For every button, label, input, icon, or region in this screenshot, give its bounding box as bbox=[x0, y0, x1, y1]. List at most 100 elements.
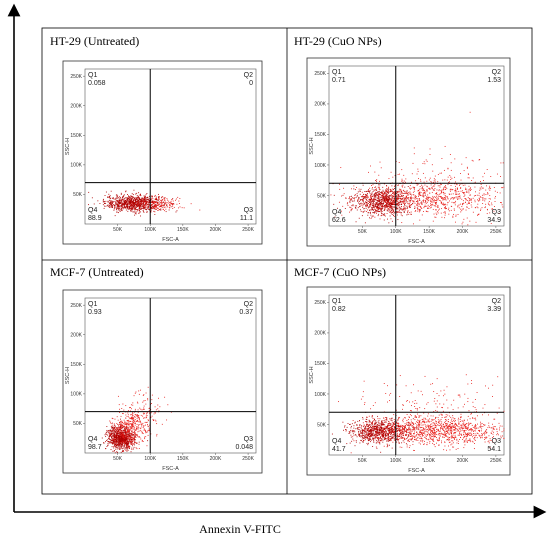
data-point bbox=[442, 198, 444, 200]
data-point bbox=[435, 209, 437, 211]
data-point bbox=[121, 440, 123, 442]
data-point bbox=[392, 192, 394, 194]
data-point bbox=[388, 427, 390, 429]
data-point bbox=[131, 198, 133, 200]
data-point bbox=[459, 183, 461, 185]
data-point bbox=[136, 205, 137, 207]
data-point bbox=[461, 198, 463, 200]
data-point bbox=[384, 209, 385, 211]
data-point bbox=[157, 408, 159, 410]
data-point bbox=[130, 442, 132, 444]
data-point bbox=[460, 208, 462, 210]
data-point bbox=[126, 203, 128, 205]
data-point bbox=[122, 442, 124, 444]
data-point bbox=[375, 422, 377, 424]
data-point bbox=[436, 192, 438, 194]
data-point bbox=[465, 157, 467, 159]
data-point bbox=[413, 424, 415, 425]
data-point bbox=[381, 208, 383, 210]
data-point bbox=[128, 446, 130, 448]
data-point bbox=[423, 196, 425, 198]
data-point bbox=[480, 196, 482, 198]
plot-area bbox=[84, 297, 257, 454]
data-point bbox=[449, 194, 451, 195]
data-point bbox=[145, 211, 147, 213]
data-point bbox=[376, 180, 377, 182]
data-point bbox=[478, 200, 480, 202]
data-point bbox=[369, 199, 371, 201]
data-point bbox=[491, 204, 493, 206]
data-point bbox=[360, 203, 362, 205]
data-point bbox=[390, 206, 392, 208]
data-point bbox=[387, 206, 388, 208]
data-point bbox=[391, 201, 393, 203]
y-tick-label: 150K bbox=[70, 133, 82, 139]
data-point bbox=[116, 448, 118, 450]
data-point bbox=[135, 201, 137, 203]
data-point bbox=[393, 423, 394, 424]
data-point bbox=[381, 214, 383, 216]
data-point bbox=[461, 223, 463, 225]
data-point bbox=[372, 204, 374, 206]
data-point bbox=[391, 431, 393, 433]
data-point bbox=[372, 434, 374, 436]
data-point bbox=[150, 200, 152, 202]
data-point bbox=[120, 441, 122, 443]
data-point bbox=[374, 429, 376, 431]
data-point bbox=[132, 204, 134, 206]
data-point bbox=[112, 428, 114, 429]
data-point bbox=[114, 428, 116, 430]
data-point bbox=[384, 198, 385, 200]
data-point bbox=[397, 203, 399, 205]
data-point bbox=[140, 195, 142, 197]
data-point bbox=[383, 428, 385, 430]
data-point bbox=[367, 430, 368, 432]
data-point bbox=[161, 199, 163, 201]
data-point bbox=[157, 200, 159, 202]
data-point bbox=[134, 422, 136, 424]
data-point bbox=[368, 196, 369, 198]
data-point bbox=[143, 413, 145, 415]
data-point bbox=[386, 194, 388, 196]
data-point bbox=[374, 435, 375, 437]
data-point bbox=[411, 204, 412, 205]
data-point bbox=[370, 431, 372, 433]
data-point bbox=[423, 188, 425, 190]
data-point bbox=[368, 438, 370, 440]
data-point bbox=[436, 194, 438, 196]
data-point bbox=[131, 198, 133, 200]
data-point bbox=[421, 203, 423, 205]
data-point bbox=[479, 187, 481, 189]
data-point bbox=[368, 438, 370, 440]
data-point bbox=[139, 205, 140, 207]
data-point bbox=[432, 189, 434, 191]
data-point bbox=[109, 420, 111, 422]
data-point bbox=[154, 198, 156, 200]
data-point bbox=[424, 184, 426, 186]
data-point bbox=[122, 412, 124, 414]
data-point bbox=[422, 163, 424, 165]
data-point bbox=[373, 434, 375, 436]
data-point bbox=[140, 428, 142, 430]
data-point bbox=[108, 196, 109, 198]
data-point bbox=[383, 201, 385, 203]
data-point bbox=[402, 433, 404, 435]
data-point bbox=[133, 431, 135, 432]
data-point bbox=[374, 431, 376, 432]
data-point bbox=[385, 193, 387, 195]
data-point bbox=[140, 215, 141, 217]
data-point bbox=[433, 181, 435, 183]
data-point bbox=[376, 197, 378, 199]
data-point bbox=[134, 208, 136, 210]
data-point bbox=[372, 201, 374, 203]
data-point bbox=[414, 186, 416, 188]
data-point bbox=[148, 199, 150, 201]
data-point bbox=[113, 430, 115, 432]
data-point bbox=[154, 406, 156, 408]
data-point bbox=[147, 205, 149, 207]
data-point bbox=[386, 185, 387, 186]
data-point bbox=[150, 209, 152, 211]
data-point bbox=[142, 426, 144, 428]
data-point bbox=[376, 428, 378, 430]
data-point bbox=[402, 428, 404, 430]
